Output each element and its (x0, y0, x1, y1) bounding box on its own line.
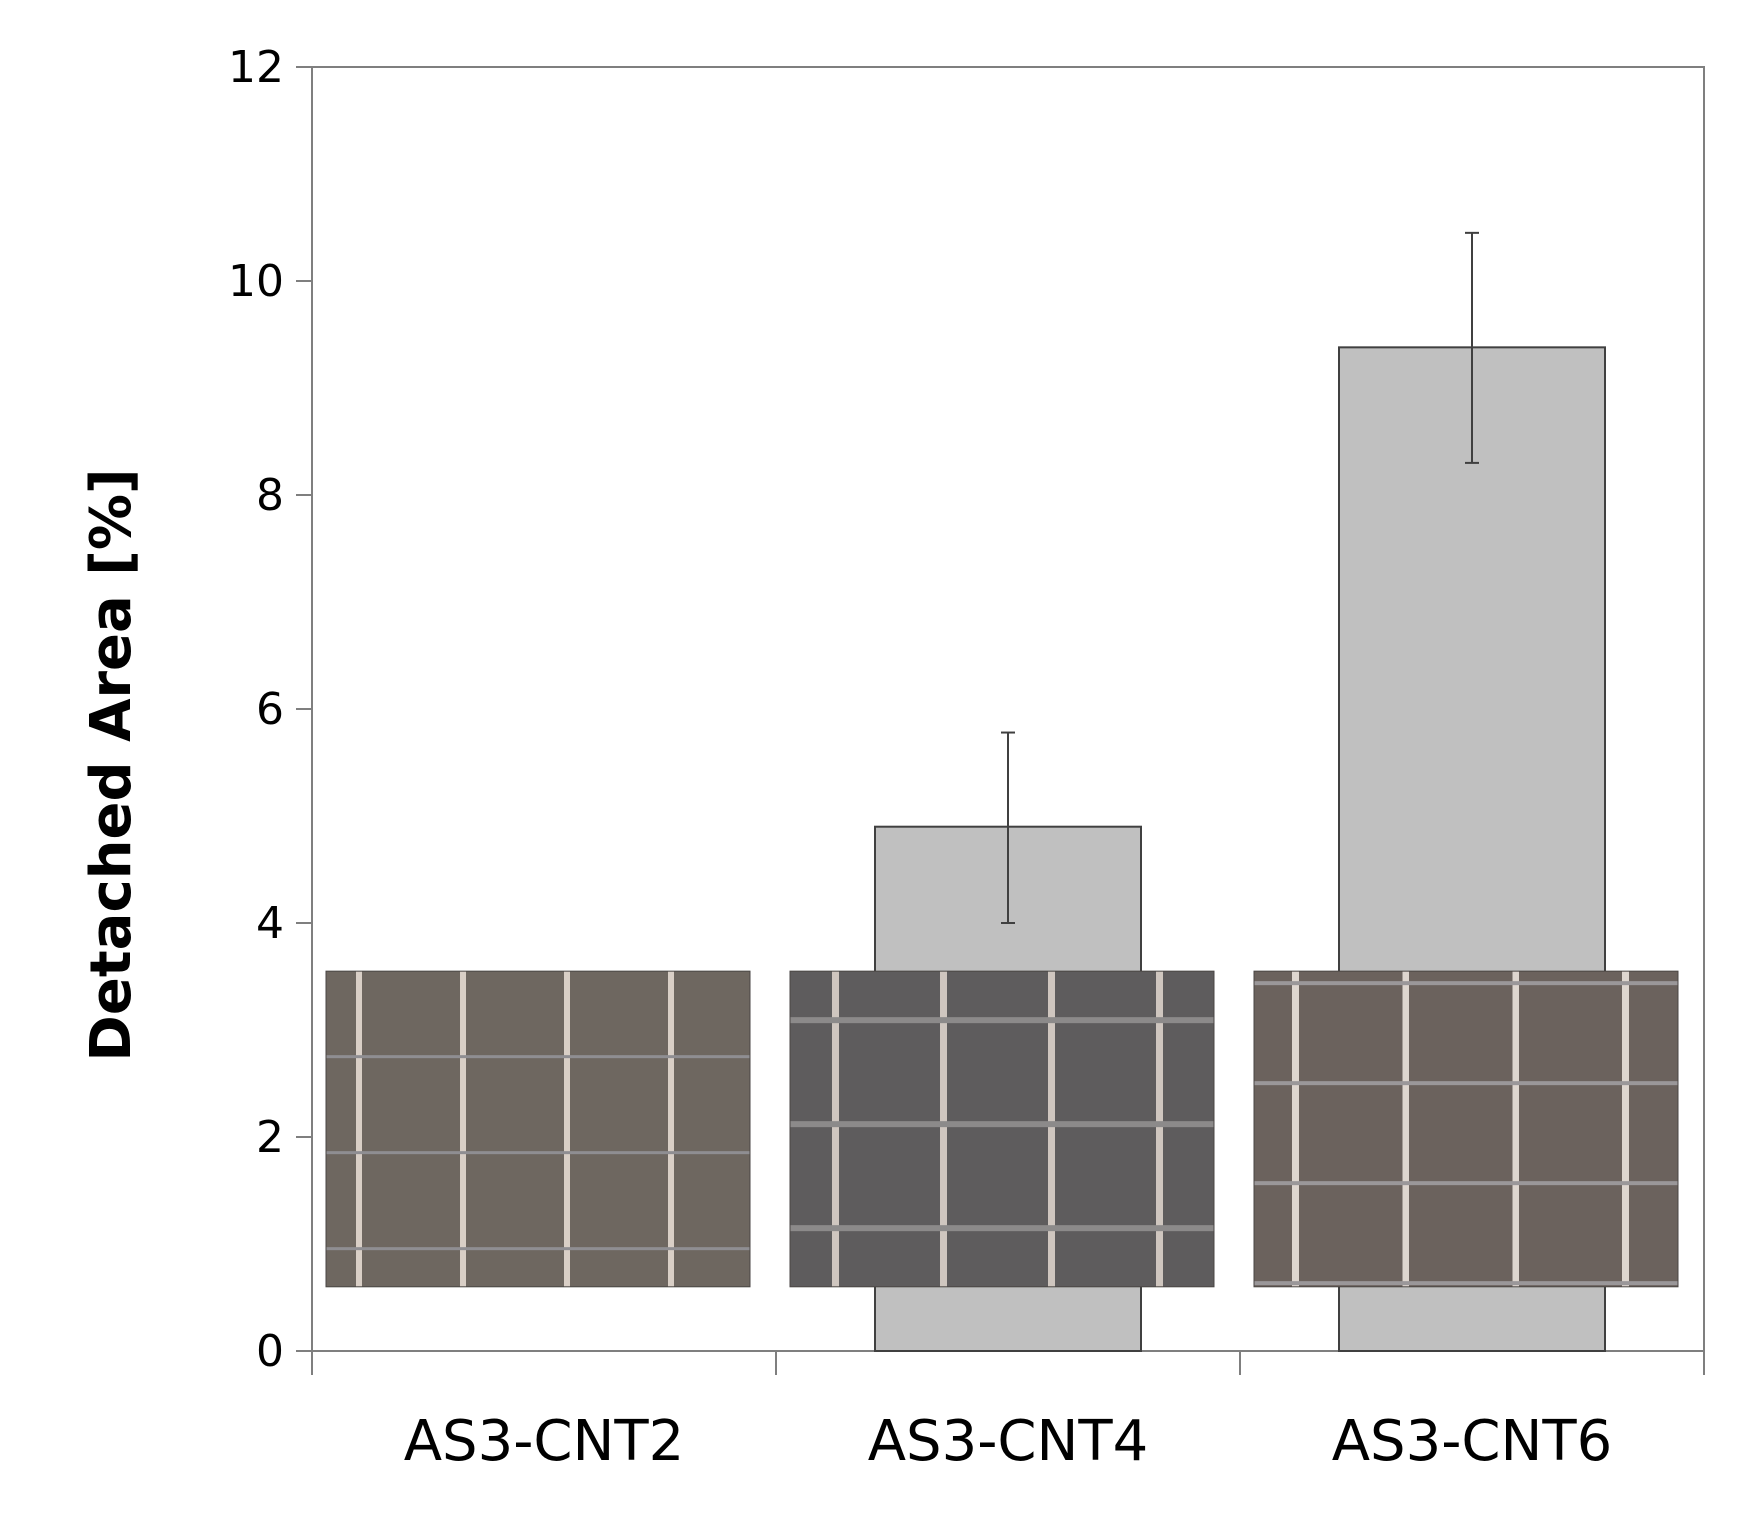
inset-image-as3-cnt6 (1253, 970, 1679, 1288)
inset-image-fill (326, 971, 750, 1287)
y-tick-label: 12 (228, 42, 284, 93)
y-tick-label: 0 (256, 1326, 284, 1377)
error-bar-as3-cnt4 (1001, 731, 1015, 924)
inset-image-fill (790, 971, 1214, 1287)
error-bars (1001, 231, 1479, 924)
inset-image-as3-cnt4 (789, 970, 1215, 1288)
inset-image-border (1253, 970, 1679, 1288)
inset-image-fill (1254, 971, 1678, 1287)
inset-image-as3-cnt2 (325, 970, 751, 1288)
x-category-label: AS3-CNT2 (404, 1409, 685, 1474)
y-tick-label: 10 (228, 256, 284, 307)
inset-image-border (325, 970, 751, 1288)
inset-images (325, 970, 1679, 1288)
error-bar-as3-cnt6 (1465, 231, 1479, 464)
x-category-label: AS3-CNT4 (868, 1409, 1149, 1474)
y-tick-label: 6 (256, 684, 284, 735)
y-axis-ticks: 0 2 4 6 8 10 12 (228, 42, 312, 1377)
x-category-label: AS3-CNT6 (1332, 1409, 1613, 1474)
y-axis-title: Detached Area [%] (79, 468, 144, 1061)
y-tick-label: 8 (256, 470, 284, 521)
x-category-labels: AS3-CNT2 AS3-CNT4 AS3-CNT6 (404, 1409, 1613, 1474)
y-tick-label: 4 (256, 898, 284, 949)
inset-image-border (789, 970, 1215, 1288)
y-tick-label: 2 (256, 1112, 284, 1163)
x-axis-ticks (311, 1351, 1705, 1375)
